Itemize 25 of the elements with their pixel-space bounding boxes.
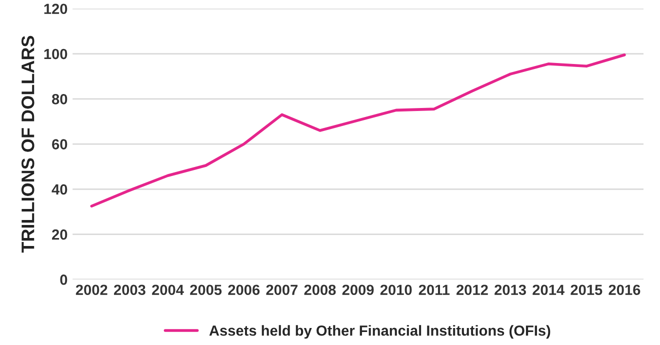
y-tick-label: 60 xyxy=(52,139,68,150)
y-tick-label: 120 xyxy=(44,4,68,14)
x-tick-label: 2004 xyxy=(152,284,184,296)
x-tick-label: 2015 xyxy=(570,284,602,296)
x-tick-label: 2003 xyxy=(114,284,146,296)
x-tick-label: 2007 xyxy=(266,284,298,296)
y-tick-label: 100 xyxy=(44,48,68,60)
y-tick-label: 40 xyxy=(52,184,68,195)
y-tick-label: 80 xyxy=(52,94,68,104)
x-tick-label: 2013 xyxy=(494,284,526,296)
y-tick-label: 20 xyxy=(52,229,68,240)
x-tick-label: 2010 xyxy=(380,284,412,296)
x-tick-label: 2014 xyxy=(532,284,564,296)
x-tick-label: 2016 xyxy=(608,284,640,296)
x-tick-label: 2005 xyxy=(190,284,222,296)
legend-label: Assets held by Other Financial Institutions (OFIs) xyxy=(209,325,550,339)
x-tick-label: 2011 xyxy=(418,284,450,296)
y-tick-label: 0 xyxy=(60,274,68,285)
line-series xyxy=(90,54,626,208)
x-tick-label: 2009 xyxy=(342,284,374,296)
x-tick-label: 2012 xyxy=(456,284,488,296)
x-tick-label: 2008 xyxy=(304,284,336,296)
y-axis-title: TRILLIONS OF DOLLARS xyxy=(22,36,34,253)
x-tick-label: 2006 xyxy=(228,284,260,296)
x-tick-label: 2002 xyxy=(76,284,108,296)
